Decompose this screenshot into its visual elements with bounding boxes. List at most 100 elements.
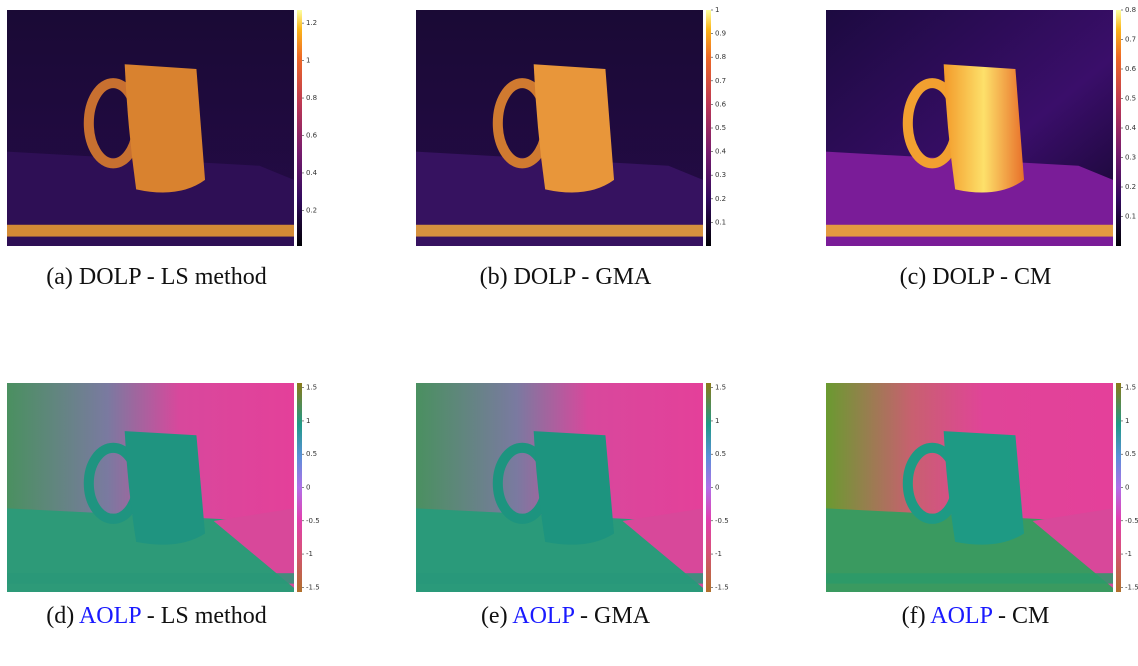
colorbar-tick-label: -1.5 xyxy=(306,583,320,591)
figure: 1.2 1 0.8 0.6 0.4 0.2 (a) DOLP - LS method 1 0.9… xyxy=(0,0,1138,666)
colorbar-tick-label: 0.8 xyxy=(715,53,726,61)
colorbar-tick-label: 1 xyxy=(306,57,310,65)
colorbar-tick-label: 0 xyxy=(1125,484,1129,492)
colorbar-tick-label: 1 xyxy=(715,6,719,14)
caption-quantity: DOLP xyxy=(79,264,141,290)
colorbar xyxy=(1116,383,1121,592)
mug-body xyxy=(534,64,614,192)
colorbar-tick-label: 0.2 xyxy=(306,206,317,214)
colorbar-tick-label: 0.5 xyxy=(1125,450,1136,458)
colorbar-tick-label: 0.6 xyxy=(306,131,318,139)
table-edge xyxy=(416,225,703,237)
colorbar-tick-label: 0.4 xyxy=(1125,124,1137,132)
colorbar-tick-label: 0.1 xyxy=(715,218,726,226)
caption: (b) DOLP - GMA xyxy=(480,264,652,290)
colorbar-tick-label: -1 xyxy=(1125,550,1132,558)
mug-body xyxy=(944,64,1024,192)
page: {"panels": [ {"kind": "dolp-ls", "captio… xyxy=(0,0,1138,666)
colorbar-tick-label: 0.8 xyxy=(306,94,317,102)
colorbar-tick-label: 1 xyxy=(306,417,310,425)
caption-label: (a) xyxy=(46,264,73,290)
table-edge xyxy=(7,225,294,237)
colorbar-tick-label: 0.5 xyxy=(306,450,317,458)
colorbar-tick-label: 0.1 xyxy=(1125,213,1136,221)
colorbar-tick-label: 0.3 xyxy=(1125,154,1136,162)
colorbar-tick-label: 0 xyxy=(306,484,310,492)
colorbar-tick-label: 0.4 xyxy=(715,148,727,156)
caption-method: - LS method xyxy=(147,264,267,290)
colorbar-tick-label: 1.2 xyxy=(306,19,317,27)
caption-label: (e) xyxy=(481,603,508,629)
image xyxy=(826,383,1113,592)
colorbar xyxy=(1116,10,1121,246)
colorbar xyxy=(297,10,302,246)
panel: 1 0.9 0.8 0.7 0.6 0.5 0.4 0.3 0.2 0.1 (b) DOLP - G… xyxy=(416,6,727,290)
colorbar-tick-label: 0.5 xyxy=(715,124,726,132)
table-edge xyxy=(826,573,1113,583)
mug-body xyxy=(534,431,614,545)
mug-body xyxy=(944,431,1024,545)
colorbar-tick-label: 0.9 xyxy=(715,30,726,38)
caption-label: (b) xyxy=(480,264,508,290)
table-edge xyxy=(416,573,703,583)
panel: 1.2 1 0.8 0.6 0.4 0.2 (a) DOLP - LS method xyxy=(7,10,318,290)
colorbar-tick-label: 0 xyxy=(715,484,719,492)
image xyxy=(7,10,294,246)
caption: (e) AOLP - GMA xyxy=(481,603,651,629)
caption-quantity: DOLP xyxy=(932,264,994,290)
colorbar-tick-label: -0.5 xyxy=(306,517,320,525)
caption-quantity: DOLP xyxy=(514,264,576,290)
panel: 1.5 1 0.5 0 -0.5 -1 -1.5 (f) AOLP - CM xyxy=(826,383,1138,629)
caption-quantity[interactable]: AOLP xyxy=(512,603,574,629)
panel: 0.8 0.7 0.6 0.5 0.4 0.3 0.2 0.1 (c) DOLP - CM xyxy=(826,6,1137,290)
image xyxy=(7,383,294,592)
caption-method: - GMA xyxy=(581,264,652,290)
caption-quantity[interactable]: AOLP xyxy=(930,603,992,629)
colorbar-tick-label: 1 xyxy=(1125,417,1129,425)
colorbar-tick-label: 1.5 xyxy=(306,384,317,392)
colorbar-tick-label: 0.8 xyxy=(1125,6,1136,14)
colorbar-tick-label: 0.2 xyxy=(1125,183,1136,191)
caption: (f) AOLP - CM xyxy=(902,603,1050,629)
panel: 1.5 1 0.5 0 -0.5 -1 -1.5 (d) AOLP - LS method xyxy=(7,383,320,629)
colorbar-tick-label: 1.5 xyxy=(715,384,726,392)
colorbar-tick-label: 0.2 xyxy=(715,195,726,203)
colorbar-tick-label: 0.3 xyxy=(715,171,726,179)
colorbar-tick-label: 0.7 xyxy=(1125,36,1136,44)
colorbar-tick-label: -1 xyxy=(715,550,722,558)
colorbar-tick-label: -0.5 xyxy=(715,517,729,525)
colorbar-tick-label: 0.5 xyxy=(715,450,726,458)
caption-method: - GMA xyxy=(580,603,651,629)
caption: (a) DOLP - LS method xyxy=(46,264,266,290)
colorbar-tick-label: 0.4 xyxy=(306,169,318,177)
caption-method: - CM xyxy=(1000,264,1051,290)
colorbar-tick-label: -1.5 xyxy=(1125,583,1138,591)
colorbar-tick-label: 0.6 xyxy=(715,100,727,108)
colorbar-tick-label: 0.7 xyxy=(715,77,726,85)
caption-label: (f) xyxy=(902,603,926,629)
colorbar-tick-label: -1.5 xyxy=(715,583,729,591)
colorbar xyxy=(706,383,711,592)
colorbar-tick-label: 1.5 xyxy=(1125,384,1136,392)
colorbar-tick-label: -0.5 xyxy=(1125,517,1138,525)
colorbar xyxy=(297,383,302,592)
colorbar-tick-label: 0.5 xyxy=(1125,95,1136,103)
colorbar-tick-label: -1 xyxy=(306,550,313,558)
caption: (d) AOLP - LS method xyxy=(46,603,266,629)
caption-label: (c) xyxy=(900,264,927,290)
mug-body xyxy=(125,64,205,192)
caption-quantity[interactable]: AOLP xyxy=(79,603,141,629)
image xyxy=(416,10,703,246)
panel: 1.5 1 0.5 0 -0.5 -1 -1.5 (e) AOLP - GMA xyxy=(416,383,729,629)
colorbar-tick-label: 1 xyxy=(715,417,719,425)
colorbar-tick-label: 0.6 xyxy=(1125,65,1137,73)
table-edge xyxy=(7,573,294,583)
table-edge xyxy=(826,225,1113,237)
caption-method: - CM xyxy=(998,603,1049,629)
caption-method: - LS method xyxy=(147,603,267,629)
image xyxy=(416,383,703,592)
colorbar xyxy=(706,10,711,246)
caption: (c) DOLP - CM xyxy=(900,264,1052,290)
image xyxy=(826,10,1113,246)
mug-body xyxy=(125,431,205,545)
